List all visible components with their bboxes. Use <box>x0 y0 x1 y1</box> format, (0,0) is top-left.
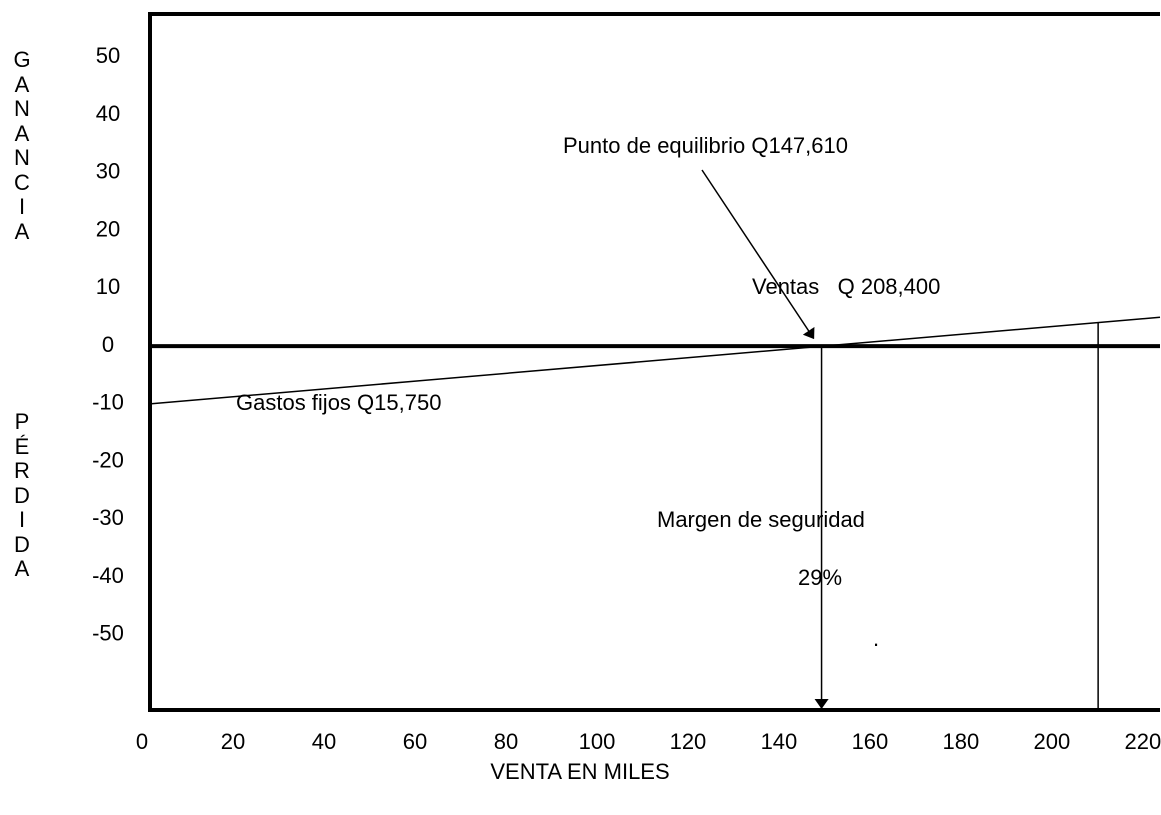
x-axis-label: VENTA EN MILES <box>490 759 669 784</box>
y-tick-label: -30 <box>92 505 124 530</box>
x-tick-label: 220 <box>1125 729 1161 754</box>
x-tick-label: 140 <box>761 729 798 754</box>
x-tick-label: 180 <box>943 729 980 754</box>
data-line <box>149 316 1161 405</box>
y-tick-label: 30 <box>96 159 120 184</box>
y-tick-label: -50 <box>92 621 124 646</box>
annotation: 29% <box>798 565 842 590</box>
y-tick-label: -20 <box>92 447 124 472</box>
annotation: Ventas Q 208,400 <box>752 274 940 299</box>
y-tick-label: 10 <box>96 274 120 299</box>
y-tick-label: 20 <box>96 216 120 241</box>
x-tick-label: 160 <box>852 729 889 754</box>
y-tick-label: -40 <box>92 563 124 588</box>
y-axis-label-top: GANANCIA <box>13 47 31 244</box>
x-tick-label: 20 <box>221 729 245 754</box>
pointer-arrow <box>701 169 815 340</box>
x-tick-label: 80 <box>494 729 518 754</box>
y-tick-label: -10 <box>92 390 124 415</box>
y-axis-label-bottom: PÉRDIDA <box>14 409 30 581</box>
y-tick-label: 40 <box>96 101 120 126</box>
x-tick-label: 60 <box>403 729 427 754</box>
y-tick-label: 0 <box>102 332 114 357</box>
x-tick-label: 0 <box>136 729 148 754</box>
x-tick-label: 100 <box>579 729 616 754</box>
x-tick-label: 120 <box>670 729 707 754</box>
annotation: Punto de equilibrio Q147,610 <box>563 133 848 158</box>
annotation: Gastos fijos Q15,750 <box>236 390 441 415</box>
y-tick-label: 50 <box>96 43 120 68</box>
x-tick-label: 40 <box>312 729 336 754</box>
x-tick-label: 200 <box>1034 729 1071 754</box>
annotation: Margen de seguridad <box>657 507 865 532</box>
annotation: . <box>873 626 879 651</box>
